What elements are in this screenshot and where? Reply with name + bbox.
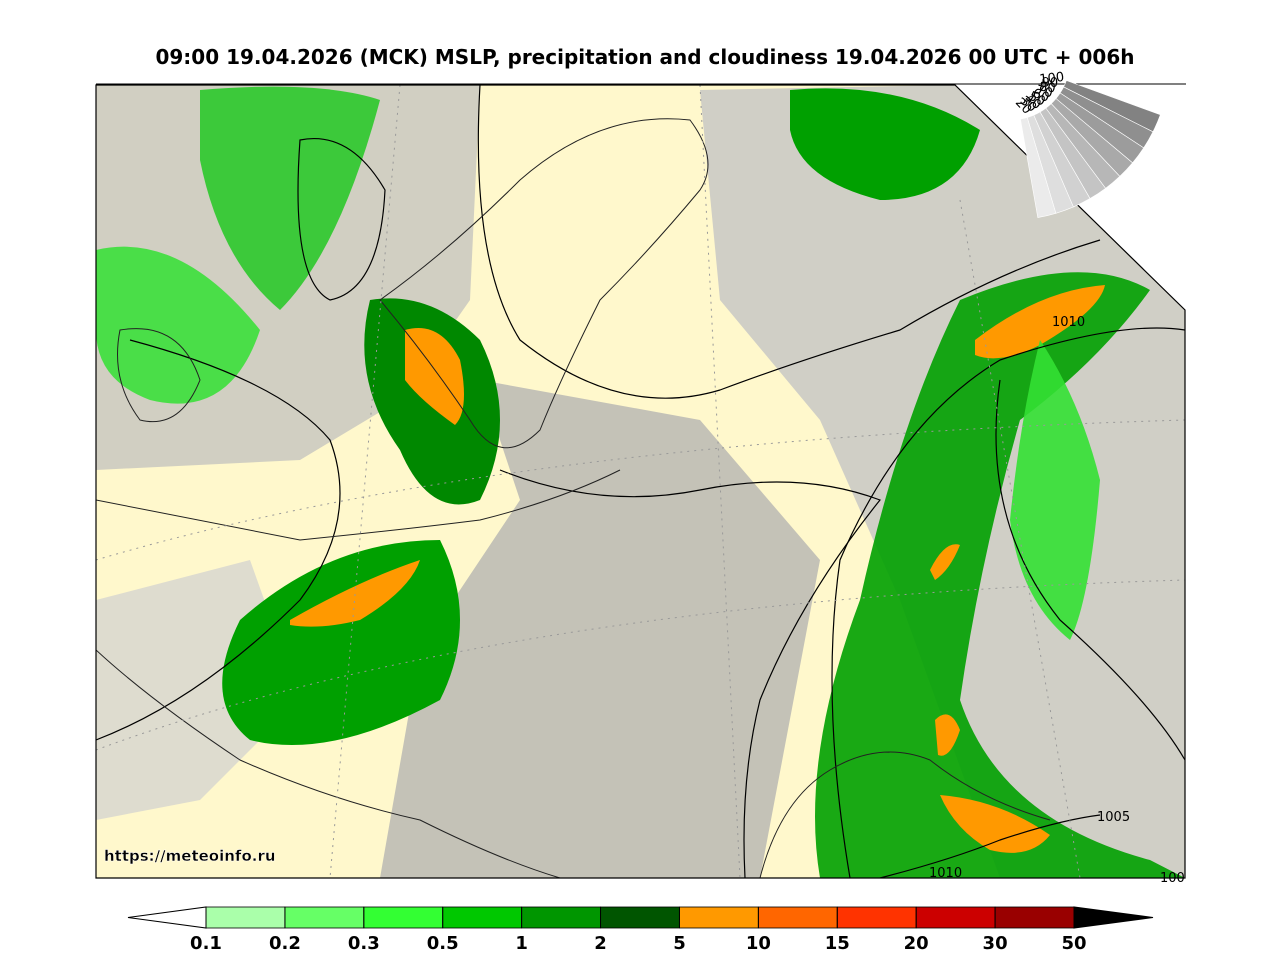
colorbar-box bbox=[363, 906, 444, 929]
colorbar-box bbox=[915, 906, 996, 929]
colorbar-box bbox=[205, 906, 286, 929]
precip-area bbox=[96, 246, 260, 404]
colorbar-box bbox=[442, 906, 523, 929]
map-area bbox=[96, 85, 1185, 878]
colorbar-tick-label: 0.3 bbox=[348, 933, 380, 954]
cloud-legend-label: 80 bbox=[1038, 80, 1056, 97]
colorbar-extend-high bbox=[1073, 906, 1154, 929]
colorbar-box bbox=[994, 906, 1075, 929]
precip-area bbox=[222, 540, 460, 745]
isobars bbox=[96, 85, 1185, 878]
cloud-legend-label: 60 bbox=[1030, 86, 1051, 106]
colorbar-tick-label: 50 bbox=[1061, 933, 1086, 954]
cloud-legend-label: 50 bbox=[1026, 89, 1048, 110]
colorbar-tick-label: 0.2 bbox=[269, 933, 301, 954]
source-url: https://meteoinfo.ru bbox=[104, 847, 276, 865]
colorbar-tick-label: 15 bbox=[825, 933, 850, 954]
colorbar-tick-label: 30 bbox=[983, 933, 1008, 954]
precip-area bbox=[940, 795, 1050, 853]
isobar-label: 1010 bbox=[929, 866, 962, 881]
cloud-area bbox=[380, 380, 820, 878]
colorbar-tick-label: 2 bbox=[594, 933, 607, 954]
colorbar-tick-label: 5 bbox=[673, 933, 686, 954]
precip-area bbox=[1010, 340, 1100, 640]
colorbar-tick-label: 0.1 bbox=[190, 933, 222, 954]
precip-area bbox=[290, 560, 420, 627]
colorbar-box bbox=[284, 906, 365, 929]
precip-area bbox=[975, 285, 1105, 359]
colorbar-box bbox=[757, 906, 838, 929]
title: 09:00 19.04.2026 (MCK) MSLP, precipitati… bbox=[155, 45, 1134, 69]
precip-area bbox=[935, 714, 960, 756]
colorbar-box bbox=[521, 906, 601, 929]
precip-area bbox=[815, 272, 1185, 878]
colorbar-box bbox=[836, 906, 917, 929]
precip-area bbox=[930, 544, 960, 580]
colorbar-box bbox=[679, 906, 759, 929]
precip-area bbox=[405, 328, 464, 425]
precip-area bbox=[790, 88, 980, 200]
cloud-legend-label: 100 bbox=[1039, 70, 1065, 88]
isobar-label: 100 bbox=[1160, 871, 1185, 886]
colorbar-tick-label: 20 bbox=[904, 933, 929, 954]
isobar-label: 1010 bbox=[1052, 315, 1085, 330]
colorbar: 0.1 0.2 0.3 0.5 1 2 5 10 15 20 30 50 bbox=[127, 906, 1154, 954]
colorbar-tick-label: 1 bbox=[515, 933, 528, 954]
cloud-legend-label: 70 bbox=[1034, 83, 1054, 101]
cloud-legend-label: 90 bbox=[1042, 76, 1059, 91]
colorbar-tick-label: 0.5 bbox=[427, 933, 459, 954]
coastlines bbox=[96, 118, 1051, 878]
cloud-legend-segment bbox=[1020, 117, 1057, 218]
colorbar-extend-low bbox=[127, 906, 207, 929]
graticule bbox=[96, 85, 1185, 878]
isobar-label: 1005 bbox=[1097, 810, 1130, 825]
map-frame bbox=[95, 84, 1186, 879]
colorbar-box bbox=[600, 906, 680, 929]
colorbar-tick-label: 10 bbox=[746, 933, 771, 954]
